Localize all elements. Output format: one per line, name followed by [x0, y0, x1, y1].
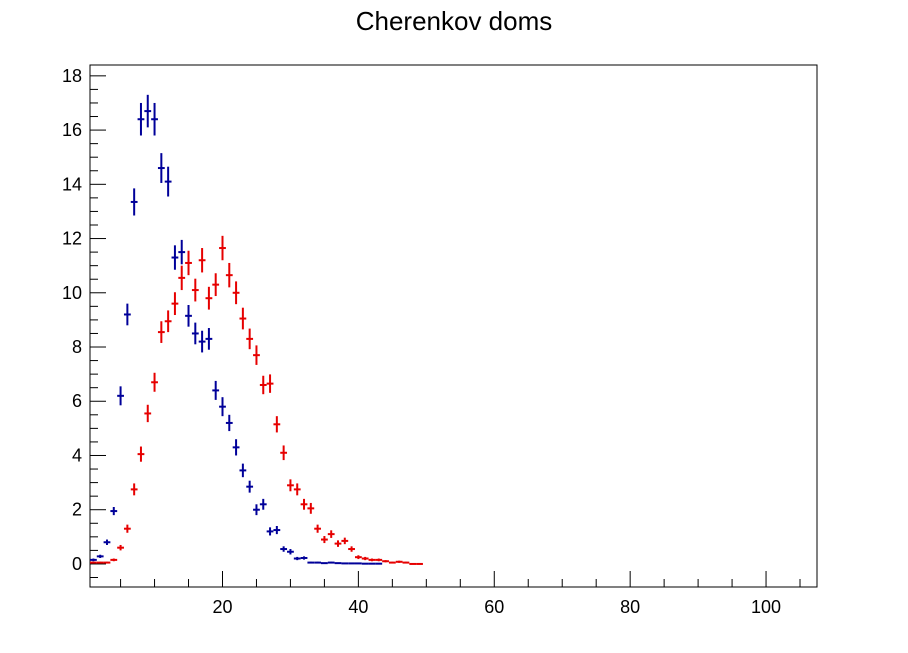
- y-tick-label: 14: [62, 174, 82, 194]
- x-tick-label: 60: [484, 597, 504, 617]
- y-tick-label: 12: [62, 229, 82, 249]
- y-tick-label: 8: [72, 337, 82, 357]
- y-tick-label: 6: [72, 391, 82, 411]
- x-tick-label: 20: [212, 597, 232, 617]
- y-tick-label: 16: [62, 120, 82, 140]
- series-1: [90, 94, 383, 565]
- plot-frame: [89, 64, 818, 588]
- y-tick-label: 10: [62, 283, 82, 303]
- y-tick-label: 4: [72, 445, 82, 465]
- x-tick-label: 100: [751, 597, 781, 617]
- y-tick-label: 18: [62, 66, 82, 86]
- series-2: [90, 235, 423, 565]
- chart-title: Cherenkov doms: [355, 6, 553, 36]
- x-tick-label: 80: [620, 597, 640, 617]
- y-tick-label: 0: [72, 554, 82, 574]
- y-tick-label: 2: [72, 500, 82, 520]
- x-tick-label: 40: [348, 597, 368, 617]
